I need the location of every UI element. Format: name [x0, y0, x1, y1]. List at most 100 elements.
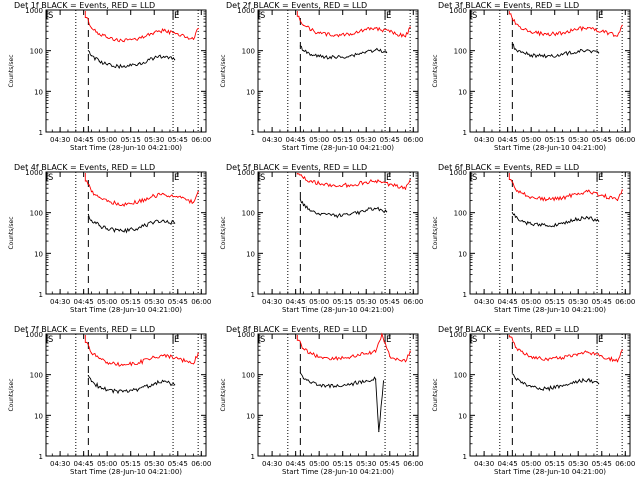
x-tick-label: 04:45: [498, 136, 518, 144]
lld-point: [577, 353, 579, 355]
x-tick-label: 05:30: [568, 136, 588, 144]
end-marker: E: [386, 335, 391, 345]
events-point: [530, 223, 532, 225]
lld-point: [621, 189, 623, 191]
events-point: [318, 384, 320, 386]
lld-point: [298, 173, 300, 175]
lld-point: [153, 195, 155, 197]
lld-point: [349, 356, 352, 358]
lld-point: [163, 193, 165, 195]
chart-panel: Det 4f BLACK = Events, RED = LLD 1 10 100 10…: [8, 163, 211, 314]
x-tick-label: 06:00: [615, 460, 635, 468]
y-tick-label: 100: [454, 48, 467, 56]
events-point: [299, 45, 301, 47]
events-point: [365, 209, 367, 211]
events-point: [530, 386, 532, 388]
y-axis-label: Counts/sec: [432, 216, 439, 249]
x-tick-label: 05:45: [380, 136, 400, 144]
y-tick-label: 1000: [449, 7, 467, 15]
events-point: [546, 225, 548, 227]
events-point: [375, 49, 377, 51]
lld-point: [90, 27, 93, 29]
end-marker: E: [598, 335, 603, 345]
y-axis-label: Counts/sec: [8, 216, 15, 249]
x-tick-label: 05:45: [380, 298, 400, 306]
lld-point: [98, 196, 100, 198]
events-point: [561, 54, 564, 56]
chart-title: Det 6f BLACK = Events, RED = LLD: [438, 163, 579, 172]
chart-title: Det 2f BLACK = Events, RED = LLD: [226, 1, 367, 10]
lld-point: [192, 363, 195, 365]
y-tick-label: 100: [454, 210, 467, 218]
chart-title: Det 7f BLACK = Events, RED = LLD: [14, 325, 155, 334]
end-marker: E: [174, 173, 179, 183]
lld-point: [122, 203, 124, 205]
events-point: [137, 63, 140, 65]
x-tick-label: 04:45: [74, 136, 94, 144]
events-point: [302, 204, 305, 207]
events-series-line: [512, 373, 599, 392]
y-tick-label: 10: [34, 250, 43, 258]
y-tick-label: 10: [458, 250, 467, 258]
y-axis-label: Counts/sec: [8, 54, 15, 87]
x-tick-label: 04:45: [498, 460, 518, 468]
y-tick-label: 1000: [449, 331, 467, 339]
events-point: [587, 379, 589, 381]
x-tick-label: 05:30: [144, 460, 164, 468]
lld-point: [349, 33, 352, 35]
events-point: [106, 228, 108, 230]
lld-series-line: [508, 173, 623, 202]
lld-point: [514, 188, 517, 190]
chart-panel: Det 3f BLACK = Events, RED = LLD 1 10 100 10…: [432, 1, 635, 152]
end-marker: E: [598, 173, 603, 183]
events-point: [587, 49, 589, 51]
events-point: [522, 383, 524, 385]
events-point: [122, 230, 124, 232]
x-tick-label: 05:45: [168, 136, 188, 144]
lld-point: [561, 32, 564, 34]
plot-frame: [45, 333, 207, 457]
events-point: [90, 380, 93, 383]
events-point: [334, 215, 336, 217]
events-point: [302, 50, 305, 52]
events-point: [310, 382, 312, 384]
x-tick-label: 05:30: [356, 298, 376, 306]
events-point: [310, 54, 312, 56]
lld-point: [197, 27, 199, 30]
lld-point: [389, 31, 391, 33]
end-marker: E: [598, 11, 603, 21]
lld-point: [510, 336, 512, 338]
events-point: [299, 199, 301, 201]
lld-point: [621, 349, 623, 351]
events-series-line: [87, 214, 175, 234]
events-point: [349, 383, 352, 385]
lld-point: [86, 17, 88, 19]
events-point: [153, 57, 155, 59]
lld-series-line: [296, 11, 411, 38]
x-axis-label: Start Time (28-Jun-10 04:21:00): [282, 306, 394, 314]
end-marker: E: [174, 11, 179, 21]
lld-point: [177, 357, 179, 360]
lld-point: [106, 361, 108, 363]
x-tick-label: 04:30: [50, 460, 70, 468]
events-series-line: [299, 199, 387, 219]
x-axis-label: Start Time (28-Jun-10 04:21:00): [282, 144, 394, 152]
events-point: [318, 55, 320, 58]
x-axis-label: Start Time (28-Jun-10 04:21:00): [494, 468, 606, 476]
lld-point: [621, 24, 623, 26]
x-tick-label: 04:30: [474, 298, 494, 306]
lld-series-line: [84, 11, 199, 43]
events-point: [349, 213, 352, 216]
x-tick-label: 05:15: [121, 460, 141, 468]
lld-point: [137, 201, 140, 203]
lld-point: [122, 40, 124, 42]
lld-point: [334, 34, 336, 36]
plot-frame: [45, 9, 207, 133]
plot-frame: [257, 333, 419, 457]
x-tick-label: 05:30: [356, 460, 376, 468]
lld-point: [349, 184, 352, 186]
events-point: [122, 66, 124, 68]
x-tick-label: 06:00: [191, 298, 211, 306]
events-point: [522, 221, 524, 223]
events-point: [365, 379, 367, 382]
